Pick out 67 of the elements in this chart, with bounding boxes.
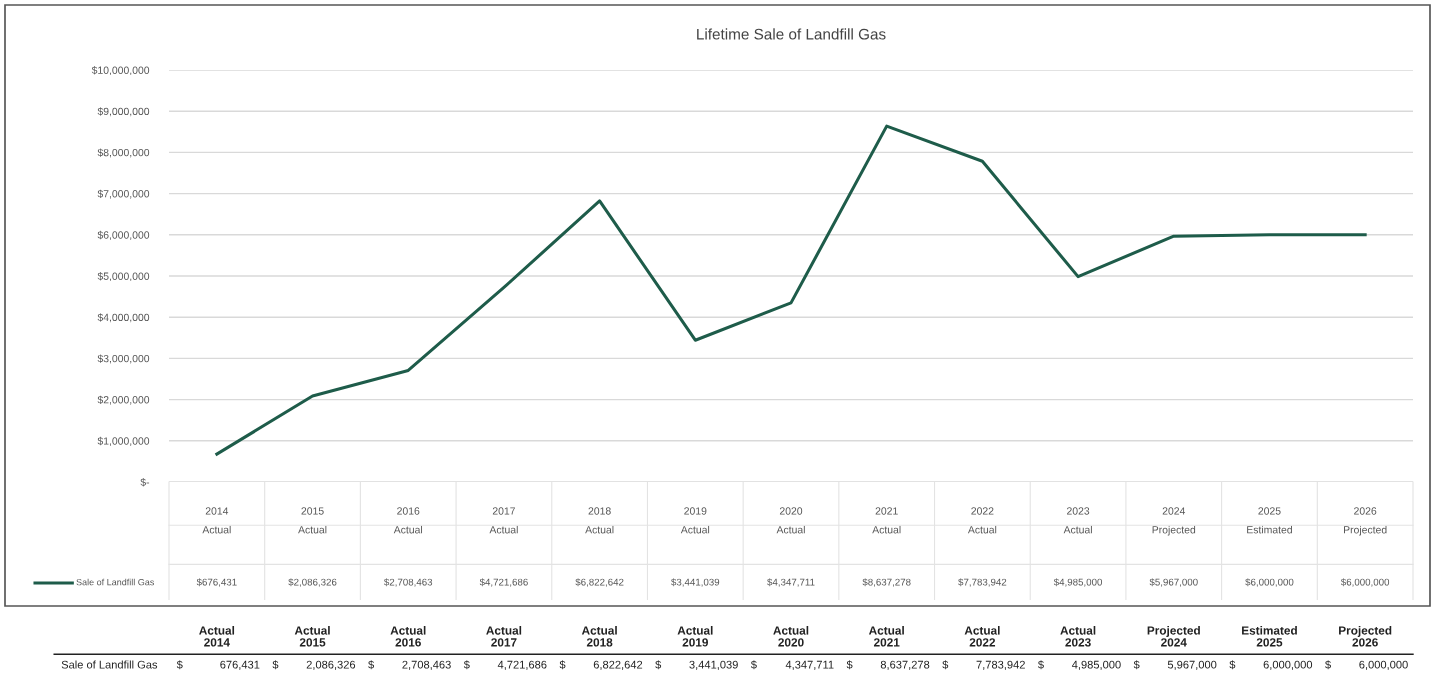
data-label: $5,967,000 bbox=[1149, 578, 1198, 587]
text: $ 6,000,000 bbox=[1325, 660, 1408, 670]
data-label: $6,822,642 bbox=[575, 578, 624, 587]
y-tick-label: $6,000,000 bbox=[97, 230, 150, 240]
data-label: $6,000,000 bbox=[1340, 578, 1390, 587]
y-tick-label: $9,000,000 bbox=[97, 107, 150, 117]
legend-label: Sale of Landfill Gas bbox=[76, 578, 155, 586]
x-tick-label: 2024 Projected bbox=[1152, 507, 1196, 536]
x-tick-label: 2022 Actual bbox=[967, 507, 997, 534]
x-tick-label: 2017 Actual bbox=[489, 507, 518, 534]
x-tick-label: 2019 Actual bbox=[680, 507, 710, 534]
x-tick-label: 2016 Actual bbox=[393, 507, 423, 534]
data-label: $2,708,463 bbox=[384, 578, 433, 587]
x-tick-label: 2026 Projected bbox=[1344, 507, 1387, 536]
x-tick-label: 2015 Actual bbox=[298, 507, 327, 534]
y-tick-label: $4,000,000 bbox=[97, 313, 150, 323]
text: $ 4,985,000 bbox=[1038, 660, 1121, 670]
text: $ 6,822,642 bbox=[559, 660, 643, 670]
y-tick-label: $- bbox=[140, 478, 150, 487]
data-label: $2,086,326 bbox=[288, 578, 337, 587]
y-tick-label: $5,000,000 bbox=[97, 272, 150, 282]
text: $ 2,086,326 bbox=[272, 660, 356, 670]
x-tick-label: 2023 Actual bbox=[1063, 507, 1092, 534]
text: $ 8,637,278 bbox=[846, 660, 930, 670]
text: Actual 2019 bbox=[677, 626, 713, 647]
text: Projected 2024 bbox=[1147, 626, 1200, 647]
text: Actual 2023 bbox=[1060, 626, 1096, 647]
text: Actual 2021 bbox=[868, 626, 904, 647]
data-label: $3,441,039 bbox=[671, 578, 720, 587]
text: Estimated 2025 bbox=[1242, 626, 1297, 647]
x-tick-label: 2025 Estimated bbox=[1247, 507, 1292, 534]
y-tick-label: $2,000,000 bbox=[97, 395, 150, 405]
x-tick-label: 2014 Actual bbox=[202, 507, 231, 534]
text: $ 6,000,000 bbox=[1229, 660, 1313, 670]
text: $ 4,721,686 bbox=[463, 660, 547, 670]
y-tick-label: $7,000,000 bbox=[97, 189, 150, 199]
text: $ 676,431 bbox=[176, 660, 260, 670]
y-tick-label: $8,000,000 bbox=[97, 148, 150, 158]
x-tick-label: 2021 Actual bbox=[872, 507, 901, 534]
data-label: $7,783,942 bbox=[958, 578, 1007, 587]
text: $ 3,441,039 bbox=[655, 660, 738, 670]
text: Actual 2022 bbox=[964, 626, 1000, 647]
line-series bbox=[215, 124, 1367, 456]
text: Actual 2018 bbox=[581, 626, 617, 647]
x-tick-label: 2018 Actual bbox=[585, 507, 614, 534]
text: Actual 2015 bbox=[294, 626, 330, 647]
text: Projected 2026 bbox=[1339, 626, 1392, 647]
text: $ 7,783,942 bbox=[942, 660, 1025, 670]
data-label: $6,000,000 bbox=[1245, 578, 1294, 587]
data-label: $4,347,711 bbox=[767, 578, 815, 587]
y-tick-label: $10,000,000 bbox=[91, 66, 150, 76]
data-label: $8,637,278 bbox=[862, 578, 911, 587]
y-tick-label: $1,000,000 bbox=[97, 436, 150, 446]
text: Actual 2014 bbox=[199, 626, 235, 647]
text: Actual 2016 bbox=[390, 626, 426, 647]
x-tick-label: 2020 Actual bbox=[776, 507, 805, 534]
chart-title: Lifetime Sale of Landfill Gas bbox=[697, 28, 886, 40]
text: Actual 2017 bbox=[486, 626, 522, 647]
text: Sale of Landfill Gas bbox=[61, 660, 158, 669]
text: $ 2,708,463 bbox=[368, 660, 451, 670]
data-label: $4,985,000 bbox=[1053, 578, 1103, 587]
text: $ 4,347,711 bbox=[750, 660, 834, 670]
text: Actual 2020 bbox=[773, 626, 809, 647]
text: $ 5,967,000 bbox=[1133, 660, 1217, 670]
data-label: $676,431 bbox=[196, 578, 237, 587]
data-label: $4,721,686 bbox=[479, 578, 528, 587]
y-tick-label: $3,000,000 bbox=[97, 354, 150, 364]
